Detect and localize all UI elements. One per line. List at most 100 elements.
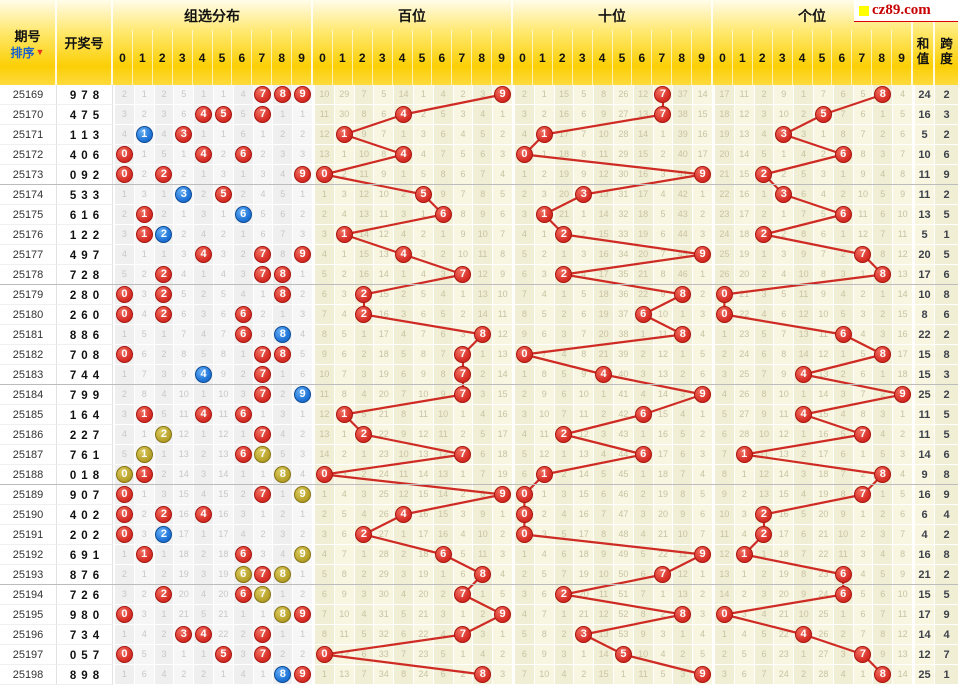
miss-cell: 9 (354, 125, 375, 145)
miss-cell: 2 (154, 305, 175, 325)
miss-cell: 21 (213, 605, 234, 625)
sort-control[interactable]: 排序▼ (11, 45, 45, 60)
span-cell: 6 (935, 445, 958, 465)
draw-digit: 0 (81, 490, 88, 502)
number-ball: 2 (155, 526, 173, 543)
miss-cell: 6 (233, 565, 254, 585)
miss-cell: 45 (613, 465, 634, 485)
table-row: 25195 9 8 0 0 3 1 21 5 21 1 1 8 9 7 10 4 31 5 21 3 1 2 9 4 7 1 21 12… (0, 605, 958, 625)
miss-cell: 3 (293, 305, 313, 325)
miss-cell: 3 (115, 405, 135, 425)
number-ball: 2 (155, 226, 173, 243)
miss-cell: 1 (515, 545, 535, 565)
miss-cell: 7 (334, 365, 355, 385)
miss-cell: 8 (473, 485, 494, 505)
miss-cell: 1 (334, 225, 355, 245)
miss-cell: 6 (653, 225, 674, 245)
miss-cell: 6 (233, 325, 254, 345)
digit-section: 0 7 4 8 21 39 2 12 1 5 (513, 345, 713, 365)
miss-cell: 4 (194, 405, 214, 425)
miss-cell: 9 (293, 165, 313, 185)
miss-cell: 8 (315, 325, 335, 345)
miss-cell: 3 (413, 245, 434, 265)
table-row: 25173 0 9 2 0 2 2 2 1 3 1 3 4 9 0 2 11 9 1 5 8 6 7 4 1 2 19 9 12 30 16… (0, 165, 958, 185)
number-ball: 6 (834, 586, 852, 603)
miss-cell: 15 (374, 285, 395, 305)
miss-cell: 1 (253, 285, 274, 305)
number-ball: 0 (515, 146, 533, 163)
miss-cell: 11 (174, 405, 195, 425)
miss-cell: 3 (534, 185, 555, 205)
miss-cell: 4 (833, 285, 854, 305)
miss-cell: 3 (433, 265, 454, 285)
site-logo-link[interactable]: cz89.com (854, 0, 958, 22)
miss-cell: 2 (194, 665, 214, 685)
number-ball: 1 (535, 466, 553, 483)
miss-cell: 11 (715, 525, 735, 545)
miss-cell: 5 (754, 625, 775, 645)
miss-cell: 27 (613, 105, 634, 125)
number-ball: 7 (254, 266, 272, 283)
miss-cell: 12 (754, 465, 775, 485)
miss-cell: 13 (813, 365, 834, 385)
span-cell: 2 (935, 125, 958, 145)
miss-cell: 6 (554, 385, 575, 405)
miss-cell: 4 (715, 385, 735, 405)
digit-header: 8 (872, 30, 893, 85)
miss-cell: 8 (334, 385, 355, 405)
table-row: 25187 7 6 1 5 1 1 13 2 13 6 7 5 3 14 2 1 23 10 13 12 7 6 18 5 12 1… (0, 445, 958, 465)
miss-cell: 19 (413, 565, 434, 585)
number-ball: 6 (234, 306, 252, 323)
span-cell: 2 (935, 325, 958, 345)
miss-cell: 3 (493, 665, 513, 685)
miss-cell: 6 (354, 645, 375, 665)
miss-cell: 4 (334, 305, 355, 325)
miss-cell: 1 (853, 445, 874, 465)
miss-cell: 3 (233, 265, 254, 285)
miss-cell: 10 (473, 225, 494, 245)
sort-arrow-icon[interactable]: ▼ (35, 46, 45, 57)
period-cell: 25169 (0, 85, 57, 105)
miss-cell: 2 (213, 225, 234, 245)
miss-cell: 3 (194, 565, 214, 585)
miss-cell: 8 (334, 565, 355, 585)
digit-section: 7 4 2 16 3 6 5 2 14 11 (313, 305, 513, 325)
draw-digit: 7 (81, 90, 88, 102)
table-row: 25191 2 0 2 0 3 2 17 1 17 4 2 3 2 3 6 2 27 1 17 16 4 10 2 0 3 5 17 8… (0, 525, 958, 545)
miss-cell: 3 (334, 285, 355, 305)
miss-cell: 8 (594, 525, 614, 545)
miss-cell: 20 (174, 585, 195, 605)
miss-cell: 5 (273, 445, 294, 465)
miss-cell: 2 (273, 125, 294, 145)
miss-cell: 3 (213, 165, 234, 185)
miss-cell: 2 (754, 505, 775, 525)
miss-cell: 5 (213, 285, 234, 305)
miss-cell: 2 (134, 585, 155, 605)
miss-cell: 10 (493, 285, 513, 305)
miss-cell: 2 (574, 665, 595, 685)
span-cell: 8 (935, 545, 958, 565)
digit-section: 19 13 4 3 3 1 8 7 2 6 (713, 125, 913, 145)
sort-label[interactable]: 排序 (10, 45, 35, 60)
number-ball: 2 (555, 586, 573, 603)
number-ball: 6 (434, 546, 452, 563)
digit-header: 1 (333, 30, 353, 85)
digit-section: 14 2 3 20 9 24 6 5 6 10 (713, 585, 913, 605)
miss-cell: 6 (873, 585, 894, 605)
miss-cell: 0 (115, 345, 135, 365)
draw-digit: 6 (92, 590, 100, 602)
miss-cell: 2 (534, 505, 555, 525)
miss-cell: 23 (413, 645, 434, 665)
miss-cell: 1 (873, 285, 894, 305)
miss-cell: 12 (653, 345, 674, 365)
miss-cell: 1 (194, 425, 214, 445)
miss-cell: 0 (515, 345, 535, 365)
miss-cell: 3 (413, 125, 434, 145)
miss-cell: 2 (554, 265, 575, 285)
digit-header: 6 (232, 30, 253, 85)
miss-cell: 9 (334, 585, 355, 605)
miss-cell: 2 (794, 665, 814, 685)
digit-section: 1 1 1 18 2 18 6 3 4 9 (113, 545, 313, 565)
